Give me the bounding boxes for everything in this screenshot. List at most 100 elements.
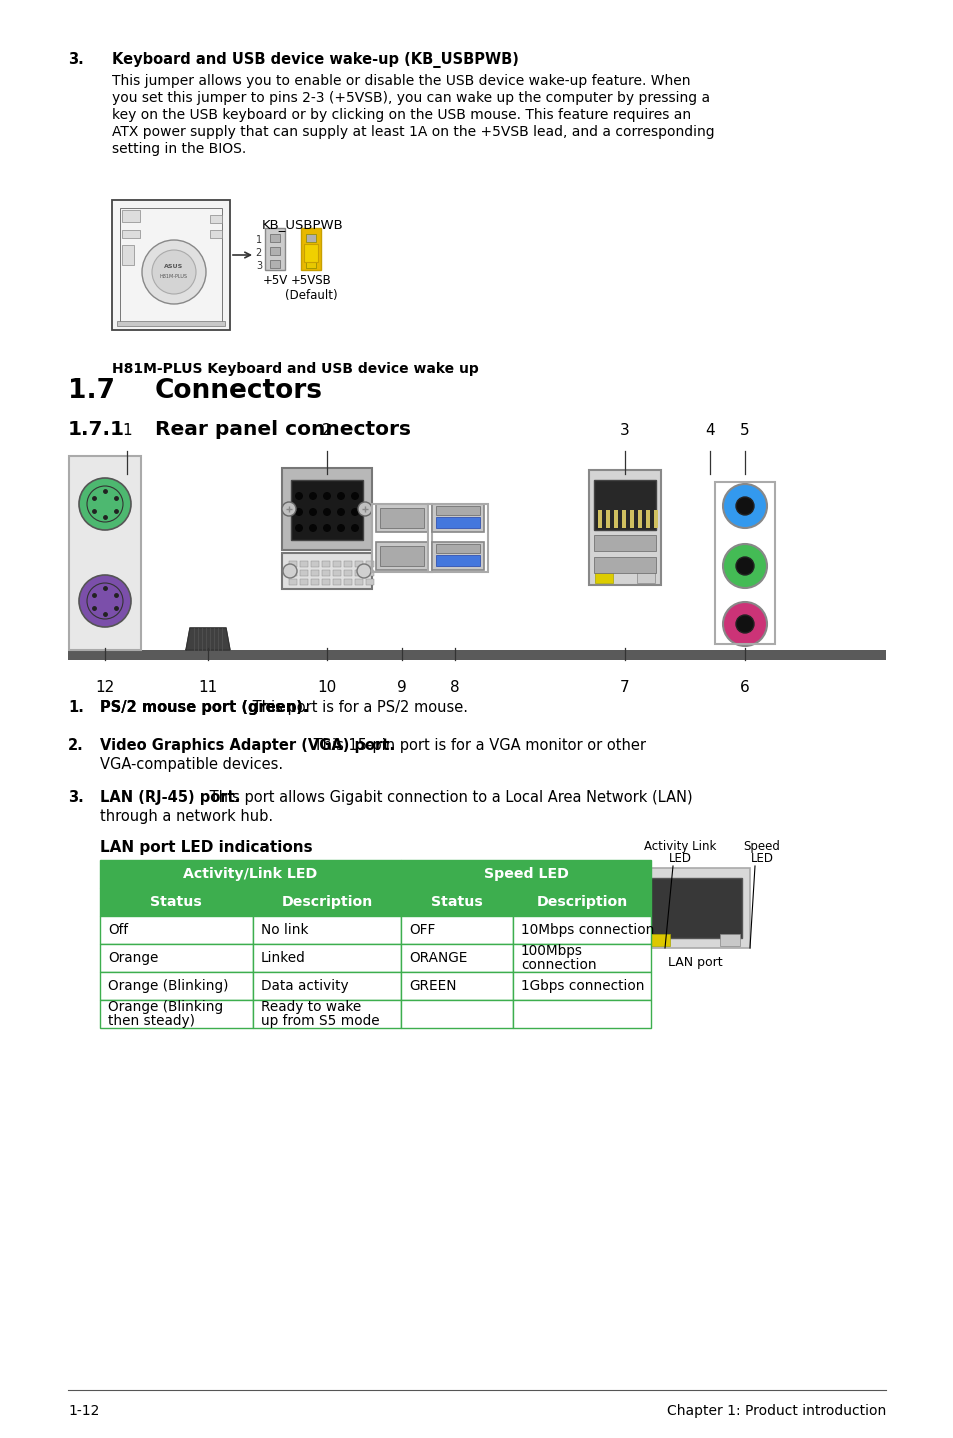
Bar xyxy=(210,216,222,223)
Bar xyxy=(100,916,253,943)
Bar xyxy=(322,580,330,585)
Bar xyxy=(366,561,374,567)
Bar xyxy=(100,972,253,999)
Bar xyxy=(400,889,513,916)
Bar xyxy=(400,860,650,889)
Bar xyxy=(714,482,774,644)
Circle shape xyxy=(294,523,303,532)
Text: Video Graphics Adapter (VGA) port.: Video Graphics Adapter (VGA) port. xyxy=(100,738,395,754)
Text: This jumper allows you to enable or disable the USB device wake-up feature. When: This jumper allows you to enable or disa… xyxy=(112,73,690,88)
Bar xyxy=(100,999,253,1028)
Circle shape xyxy=(87,582,123,618)
Circle shape xyxy=(294,508,303,516)
Circle shape xyxy=(351,492,358,500)
Text: Data activity: Data activity xyxy=(261,979,348,994)
Circle shape xyxy=(735,557,753,575)
Text: Description: Description xyxy=(536,894,627,909)
Bar xyxy=(379,546,423,567)
Text: 12: 12 xyxy=(95,680,114,695)
Text: Orange (Blinking: Orange (Blinking xyxy=(108,999,223,1014)
Bar xyxy=(436,518,479,528)
Bar xyxy=(69,456,141,650)
Polygon shape xyxy=(186,628,230,650)
Bar xyxy=(289,580,296,585)
Bar xyxy=(322,561,330,567)
Bar xyxy=(253,916,400,943)
Text: 7: 7 xyxy=(619,680,629,695)
Bar xyxy=(100,860,400,889)
Circle shape xyxy=(282,502,295,516)
Bar xyxy=(428,503,488,572)
Text: 3: 3 xyxy=(255,262,262,270)
Text: 4: 4 xyxy=(704,423,714,439)
Bar xyxy=(120,209,222,322)
Text: Orange: Orange xyxy=(108,951,158,965)
Bar xyxy=(265,229,285,270)
Text: 1: 1 xyxy=(122,423,132,439)
Bar xyxy=(400,943,513,972)
Bar xyxy=(366,569,374,577)
Bar xyxy=(122,244,133,265)
Bar xyxy=(638,510,641,528)
Text: H81M-PLUS Keyboard and USB device wake up: H81M-PLUS Keyboard and USB device wake u… xyxy=(112,362,478,375)
Bar xyxy=(432,503,483,532)
Bar xyxy=(598,510,601,528)
Circle shape xyxy=(142,240,206,303)
Text: you set this jumper to pins 2-3 (+5VSB), you can wake up the computer by pressin: you set this jumper to pins 2-3 (+5VSB),… xyxy=(112,91,709,105)
Text: This 15-pin port is for a VGA monitor or other: This 15-pin port is for a VGA monitor or… xyxy=(309,738,645,754)
Bar xyxy=(253,999,400,1028)
Text: Keyboard and USB device wake-up (KB_USBPWB): Keyboard and USB device wake-up (KB_USBP… xyxy=(112,52,518,68)
Bar xyxy=(301,229,320,270)
Bar xyxy=(270,234,280,242)
Text: LED: LED xyxy=(750,851,773,866)
Bar xyxy=(629,510,634,528)
Text: Activity/Link LED: Activity/Link LED xyxy=(183,867,316,881)
Bar xyxy=(645,510,649,528)
Bar xyxy=(270,247,280,255)
Bar xyxy=(375,542,428,569)
Bar xyxy=(436,555,479,567)
Bar xyxy=(594,557,656,572)
Text: +5VSB
(Default): +5VSB (Default) xyxy=(284,275,337,302)
Text: 2: 2 xyxy=(255,247,262,257)
Bar xyxy=(513,999,650,1028)
Circle shape xyxy=(79,575,131,627)
Circle shape xyxy=(309,508,316,516)
Bar xyxy=(639,869,749,948)
Text: 3: 3 xyxy=(619,423,629,439)
Circle shape xyxy=(323,508,331,516)
Text: PS/2 mouse port (green).: PS/2 mouse port (green). xyxy=(100,700,308,715)
Text: GREEN: GREEN xyxy=(409,979,456,994)
Bar xyxy=(333,569,340,577)
Circle shape xyxy=(735,615,753,633)
Bar xyxy=(400,972,513,999)
Bar xyxy=(68,650,885,660)
Bar xyxy=(647,879,741,938)
Text: LAN port: LAN port xyxy=(667,956,721,969)
Text: Status: Status xyxy=(150,894,202,909)
Text: 8: 8 xyxy=(450,680,459,695)
Circle shape xyxy=(357,502,372,516)
Text: 10Mbps connection: 10Mbps connection xyxy=(520,923,654,938)
Bar xyxy=(333,561,340,567)
Bar xyxy=(117,321,225,326)
Circle shape xyxy=(351,523,358,532)
Bar xyxy=(306,260,315,267)
Text: No link: No link xyxy=(261,923,308,938)
Circle shape xyxy=(323,492,331,500)
Bar xyxy=(100,943,253,972)
Bar xyxy=(595,569,613,582)
Bar xyxy=(621,510,625,528)
Text: 6: 6 xyxy=(740,680,749,695)
Text: Description: Description xyxy=(281,894,373,909)
Bar xyxy=(513,916,650,943)
Bar xyxy=(306,247,315,255)
Circle shape xyxy=(735,498,753,515)
Bar xyxy=(649,935,669,946)
Bar xyxy=(112,200,230,329)
Bar xyxy=(282,554,372,590)
Bar xyxy=(306,234,315,242)
Text: 1Gbps connection: 1Gbps connection xyxy=(520,979,644,994)
Bar xyxy=(513,889,650,916)
Text: PS/2 mouse port (green).: PS/2 mouse port (green). xyxy=(100,700,308,715)
